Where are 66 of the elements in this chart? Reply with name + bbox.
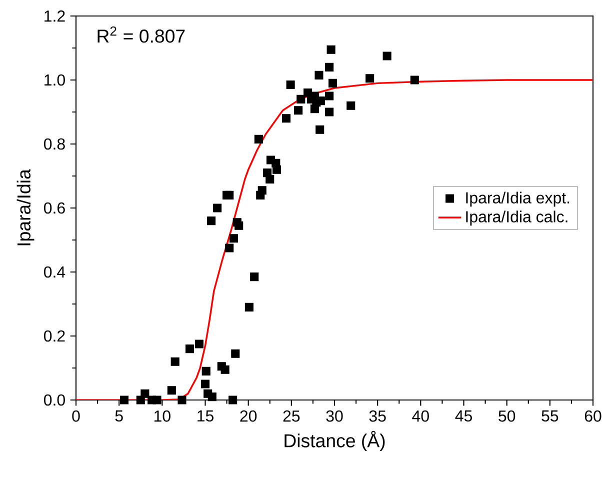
legend-label: Ipara/Idia expt.	[466, 192, 570, 207]
x-axis-title: Distance (Å)	[284, 430, 385, 452]
point	[207, 216, 216, 226]
point	[346, 101, 356, 110]
point	[410, 76, 419, 84]
point	[325, 108, 334, 116]
y-tick-label: 0.2	[44, 330, 65, 342]
y-tick-label: 0.6	[44, 202, 65, 214]
point	[231, 349, 240, 358]
point	[294, 106, 303, 115]
point	[152, 396, 162, 404]
point	[140, 389, 150, 398]
y-tick-label: 1.0	[44, 74, 65, 86]
y-tick-label: 0.0	[44, 394, 65, 406]
point	[328, 78, 338, 88]
point	[228, 396, 238, 404]
point	[244, 302, 254, 312]
annotation: R$^{2}$ = 0.807	[98, 26, 185, 43]
x-tick-label: 5	[115, 410, 123, 422]
x-tick-label: 20	[240, 410, 257, 422]
point	[325, 92, 334, 100]
x-tick-label: 60	[584, 410, 602, 422]
x-tick-label: 40	[412, 410, 429, 422]
point	[250, 272, 259, 282]
point	[325, 62, 334, 72]
point	[225, 244, 234, 252]
point	[120, 396, 129, 404]
point	[286, 80, 295, 90]
x-tick-label: 35	[369, 410, 386, 422]
point	[296, 94, 306, 104]
point	[213, 204, 222, 212]
point	[316, 125, 324, 134]
x-tick-label: 55	[542, 410, 558, 422]
y-tick-label: 1.2	[44, 10, 65, 22]
legend-label: Ipara/Idia calc.	[466, 210, 568, 226]
point	[258, 186, 266, 195]
x-tick-label: 10	[154, 410, 170, 422]
point	[382, 52, 392, 60]
point	[185, 344, 194, 354]
point	[326, 45, 336, 54]
point	[314, 70, 324, 80]
point	[282, 114, 291, 123]
point	[366, 74, 374, 83]
point	[234, 221, 244, 230]
x-tick-label: 45	[455, 410, 472, 422]
point	[194, 340, 204, 348]
point	[266, 174, 274, 184]
point	[229, 234, 238, 243]
point	[200, 380, 210, 388]
point	[208, 392, 216, 402]
point	[254, 134, 263, 144]
point	[167, 386, 176, 395]
y-tick-label: 0.8	[44, 138, 65, 150]
point	[272, 165, 282, 174]
point	[170, 357, 180, 366]
y-tick-label: 0.4	[44, 266, 66, 278]
x-tick-label: 50	[498, 410, 516, 422]
point	[178, 396, 186, 404]
x-tick-label: 25	[283, 410, 300, 422]
y-axis-title: Ipara/Idia	[16, 169, 34, 246]
point	[225, 190, 234, 200]
x-tick-label: 0	[72, 410, 80, 422]
x-tick-label: 15	[198, 410, 214, 422]
point	[220, 365, 230, 374]
x-tick-label: 30	[326, 410, 343, 422]
point	[202, 366, 210, 376]
